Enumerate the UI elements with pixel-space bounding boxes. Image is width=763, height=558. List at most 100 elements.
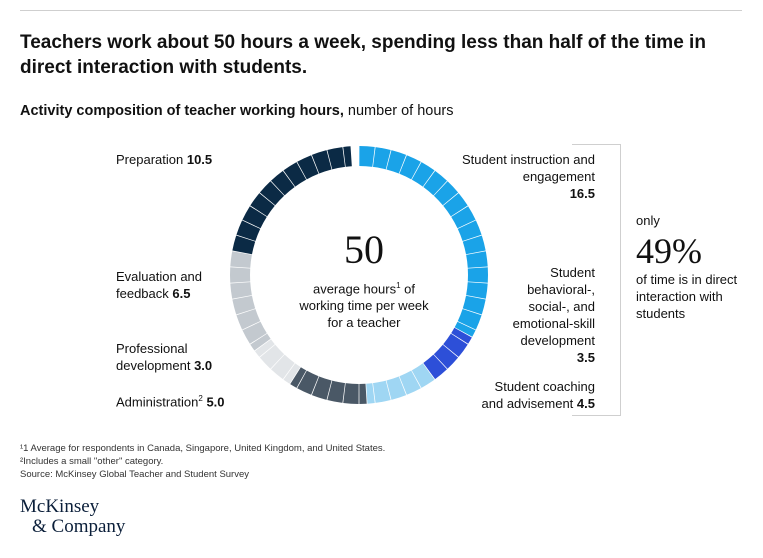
top-rule bbox=[20, 10, 742, 11]
donut-tile bbox=[236, 308, 261, 330]
label-preparation: Preparation 10.5 bbox=[116, 151, 246, 168]
label-professional-development: Professional development 3.0 bbox=[116, 340, 221, 374]
label-value: 10.5 bbox=[186, 152, 213, 167]
label-text: Student instruction and engagement bbox=[462, 152, 595, 184]
donut-tile bbox=[423, 170, 448, 196]
callout-post: of time is in direct interaction with st… bbox=[636, 272, 738, 321]
label-sel-development: Student behavioral-, social-, and emotio… bbox=[498, 264, 595, 366]
donut-tile bbox=[250, 333, 271, 351]
donut-tile bbox=[457, 220, 482, 242]
label-value: 16.5 bbox=[569, 186, 595, 201]
donut-tile bbox=[283, 162, 307, 187]
callout-pre: only bbox=[636, 213, 660, 228]
donut-tile bbox=[232, 235, 256, 255]
donut-tile bbox=[466, 251, 488, 268]
center-summary: 50 average hours1 of working time per we… bbox=[294, 229, 434, 331]
subtitle-bold: Activity composition of teacher working … bbox=[20, 103, 344, 119]
label-text: Student coaching and advisement bbox=[481, 379, 595, 411]
donut-segment-3 bbox=[290, 367, 367, 404]
label-text: Evaluation and feedback bbox=[116, 269, 203, 301]
donut-tile bbox=[270, 170, 295, 196]
donut-tile bbox=[466, 282, 488, 299]
donut-tile bbox=[462, 235, 486, 255]
donut-tile bbox=[297, 155, 319, 180]
donut-tile bbox=[366, 383, 375, 404]
donut-tile bbox=[242, 206, 267, 229]
donut-tile bbox=[372, 380, 391, 403]
label-value: 4.5 bbox=[576, 396, 595, 411]
donut-tile bbox=[290, 367, 307, 388]
donut-tile bbox=[311, 150, 332, 174]
donut-tile bbox=[457, 308, 482, 330]
footnote-1: ¹1 Average for respondents in Canada, Si… bbox=[20, 443, 386, 454]
donut-tile bbox=[451, 206, 476, 229]
donut-tile bbox=[232, 295, 256, 315]
label-text: Student behavioral-, social-, and emotio… bbox=[512, 265, 595, 348]
donut-tile bbox=[259, 344, 285, 369]
label-administration: Administration2 5.0 bbox=[116, 390, 246, 410]
donut-tile bbox=[411, 363, 435, 388]
donut-tile bbox=[443, 193, 468, 217]
donut-segment-5 bbox=[229, 251, 271, 351]
footnote-mark-2: 2 bbox=[198, 394, 203, 403]
logo-line-1: McKinsey bbox=[20, 496, 100, 517]
label-text: Professional development bbox=[116, 341, 191, 373]
donut-tile bbox=[433, 344, 459, 369]
donut-tile bbox=[327, 147, 346, 170]
donut-segment-0 bbox=[359, 146, 489, 337]
donut-tile bbox=[372, 147, 391, 170]
donut-tile bbox=[462, 295, 486, 315]
footnote-mark-1: 1 bbox=[396, 281, 401, 290]
chart-subtitle: Activity composition of teacher working … bbox=[20, 103, 454, 119]
donut-tile bbox=[236, 220, 261, 242]
chart-title: Teachers work about 50 hours a week, spe… bbox=[20, 32, 706, 78]
donut-tile bbox=[229, 267, 251, 283]
donut-tile bbox=[386, 376, 407, 400]
donut-tile bbox=[297, 370, 319, 395]
interaction-callout: only 49% of time is in direct interactio… bbox=[636, 212, 756, 322]
donut-tile bbox=[242, 321, 267, 344]
label-value: 3.5 bbox=[576, 350, 595, 365]
donut-tile bbox=[467, 267, 489, 283]
label-text: Preparation bbox=[116, 152, 184, 167]
label-value: 5.0 bbox=[206, 394, 225, 410]
donut-segment-1 bbox=[423, 327, 472, 380]
donut-segment-2 bbox=[366, 363, 435, 404]
donut-tile bbox=[230, 282, 252, 299]
donut-tile bbox=[250, 193, 275, 217]
label-evaluation: Evaluation and feedback 6.5 bbox=[116, 268, 216, 302]
label-text: Administration bbox=[116, 394, 199, 410]
donut-tile bbox=[451, 327, 472, 344]
label-value: 6.5 bbox=[172, 286, 191, 301]
donut-tile bbox=[454, 321, 476, 337]
label-student-instruction: Student instruction and engagement 16.5 bbox=[460, 151, 595, 202]
donut-tile bbox=[359, 383, 367, 404]
donut-tile bbox=[359, 146, 375, 167]
footnotes: ¹1 Average for respondents in Canada, Si… bbox=[20, 442, 385, 481]
donut-segment-4 bbox=[254, 339, 301, 384]
donut-tile bbox=[443, 333, 468, 357]
source-note: Source: McKinsey Global Teacher and Stud… bbox=[20, 469, 250, 480]
donut-tile bbox=[327, 380, 346, 403]
donut-tile bbox=[433, 181, 459, 206]
donut-tile bbox=[399, 155, 421, 180]
label-value: 3.0 bbox=[194, 358, 213, 373]
donut-tile bbox=[423, 354, 448, 380]
donut-tile bbox=[311, 376, 332, 400]
donut-tile bbox=[254, 339, 275, 357]
callout-percent: 49% bbox=[636, 231, 702, 271]
donut-tile bbox=[259, 181, 285, 206]
label-coaching: Student coaching and advisement 4.5 bbox=[470, 378, 595, 412]
donut-segment-6 bbox=[232, 146, 352, 255]
footnote-2: ²Includes a small "other" category. bbox=[20, 456, 164, 467]
total-description: average hours1 of working time per week … bbox=[299, 281, 429, 331]
donut-tile bbox=[270, 354, 295, 380]
interaction-bracket bbox=[572, 144, 621, 416]
donut-chart bbox=[229, 146, 489, 404]
company-logo: McKinsey & Company bbox=[20, 497, 125, 537]
donut-tile bbox=[411, 162, 435, 187]
donut-tile bbox=[343, 146, 352, 167]
donut-tile bbox=[386, 150, 407, 174]
subtitle-rest: number of hours bbox=[343, 103, 454, 119]
donut-tile bbox=[230, 251, 252, 268]
